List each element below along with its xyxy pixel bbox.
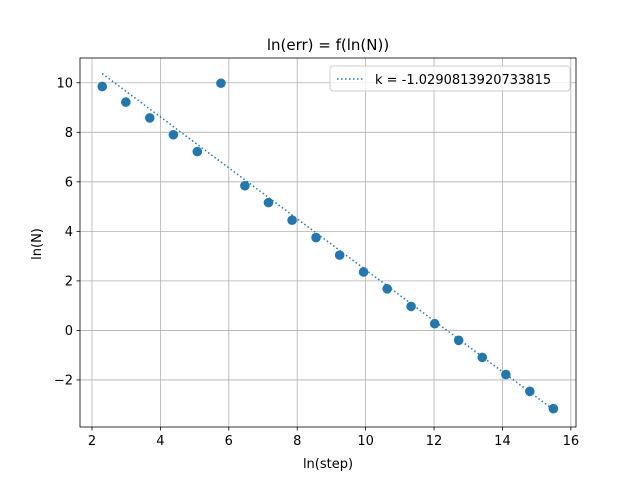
data-point (144, 113, 155, 123)
x-tick-label: 14 (494, 434, 511, 449)
data-point (168, 129, 179, 140)
data-point (334, 250, 345, 260)
x-tick-label: 2 (88, 434, 96, 449)
y-tick-label: 8 (65, 126, 73, 141)
data-point (311, 232, 321, 243)
x-tick-label: 10 (357, 434, 374, 449)
data-point (192, 146, 203, 157)
legend: k = -1.0290813920733815 (329, 65, 571, 92)
fit-line-layer (101, 73, 554, 411)
chart-title: ln(err) = f(ln(N)) (267, 36, 389, 54)
y-tick-label: 2 (65, 274, 73, 289)
data-point (121, 97, 131, 107)
fit-line (101, 73, 554, 411)
y-axis-ticks: −2 0 2 4 6 8 10 (54, 76, 80, 388)
legend-entry-fit: k = -1.0290813920733815 (375, 73, 551, 88)
scatter-points (97, 78, 559, 414)
data-point (429, 318, 440, 329)
y-tick-label: 0 (65, 324, 73, 339)
data-point (240, 180, 250, 191)
data-point (548, 403, 559, 414)
x-tick-label: 16 (563, 434, 580, 449)
data-point (453, 335, 464, 346)
x-tick-label: 4 (156, 434, 164, 449)
x-tick-label: 6 (225, 434, 233, 449)
grid (80, 58, 576, 427)
y-axis-label: ln(N) (30, 228, 45, 260)
data-point (382, 284, 392, 294)
data-point (216, 78, 226, 89)
y-tick-label: 10 (56, 76, 73, 91)
y-tick-label: 6 (65, 175, 73, 190)
data-point (525, 386, 535, 397)
data-point (287, 215, 297, 226)
plot-area-frame (79, 57, 577, 428)
y-tick-label: −2 (54, 373, 73, 388)
x-axis-ticks: 2 4 6 8 10 12 14 16 (88, 427, 579, 449)
data-point (358, 267, 369, 277)
x-axis-label: ln(step) (303, 457, 353, 472)
data-point (263, 197, 274, 208)
x-tick-label: 8 (293, 434, 301, 449)
data-point (501, 369, 511, 380)
legend-box (329, 65, 571, 92)
data-point (477, 352, 488, 363)
x-tick-label: 12 (426, 434, 443, 449)
y-tick-label: 4 (65, 225, 73, 240)
data-point (97, 81, 108, 92)
data-point (406, 301, 416, 312)
